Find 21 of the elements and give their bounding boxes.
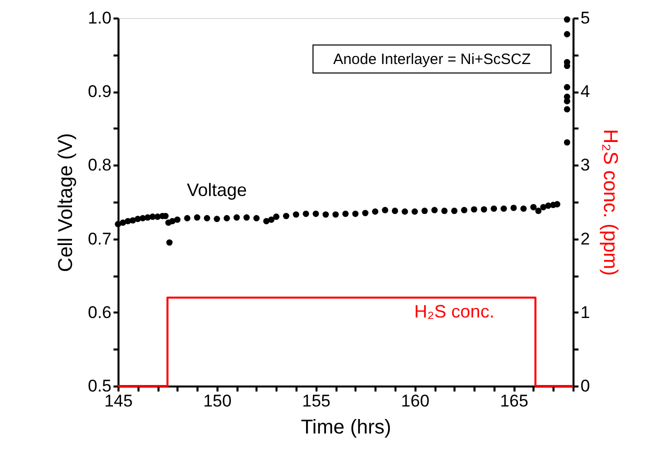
annotation: Anode Interlayer = Ni+ScSCZ [333, 51, 531, 68]
y2-tick-label: 2 [580, 229, 590, 248]
y-tick-label: 0.7 [88, 229, 112, 248]
y2-tick-label: 1 [580, 302, 590, 322]
x-tick-label: 160 [401, 392, 430, 410]
y-tick-label: 0.6 [88, 302, 112, 322]
y-tick-label: 0.8 [88, 156, 112, 175]
y2-tick-label: 4 [580, 82, 590, 102]
x-tick-label: 150 [203, 392, 232, 410]
series-label: Voltage [186, 180, 247, 200]
x-tick-label: 155 [302, 392, 331, 410]
y2-axis-title: H₂S conc. (ppm) [598, 129, 621, 276]
series-label: H₂S conc. [414, 301, 494, 322]
x-tick-label: 165 [500, 392, 528, 410]
y2-tick-label: 5 [580, 8, 590, 28]
y-tick-label: 1.0 [88, 8, 112, 28]
x-axis-title: Time (hrs) [300, 416, 392, 438]
y-axis-title: Cell Voltage (V) [54, 133, 77, 272]
y-tick-label: 0.9 [88, 82, 112, 102]
y2-tick-label: 0 [580, 376, 590, 396]
y2-tick-label: 3 [580, 156, 590, 175]
